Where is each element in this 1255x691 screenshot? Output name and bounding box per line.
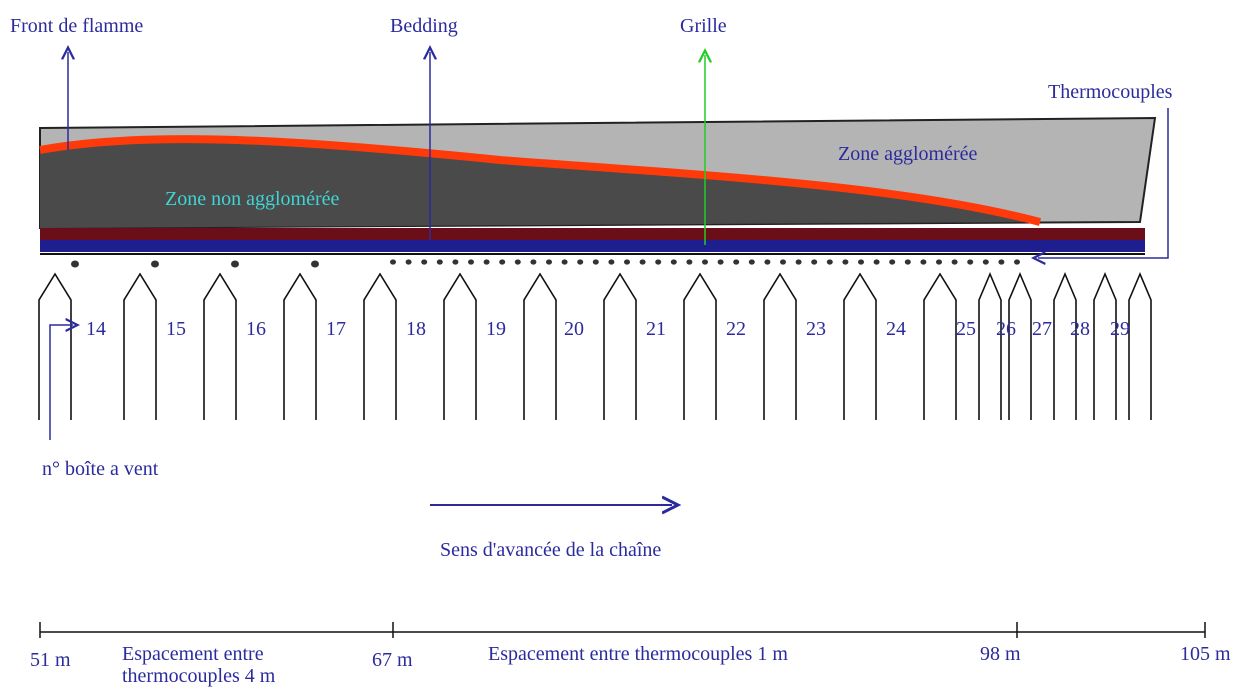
dot bbox=[421, 259, 428, 265]
windbox-number: 25 bbox=[956, 318, 976, 340]
dot bbox=[889, 259, 896, 265]
windbox-number: 15 bbox=[166, 318, 186, 340]
windbox bbox=[1093, 271, 1117, 420]
windbox-number: 24 bbox=[886, 318, 906, 340]
dot bbox=[499, 259, 506, 265]
windbox bbox=[283, 272, 317, 420]
windbox-number: 19 bbox=[486, 318, 506, 340]
dot bbox=[904, 259, 911, 265]
dot bbox=[967, 259, 974, 265]
windbox-number: 23 bbox=[806, 318, 826, 340]
dot bbox=[686, 259, 693, 265]
dot bbox=[858, 259, 864, 265]
dot bbox=[826, 259, 833, 265]
dot bbox=[920, 259, 927, 265]
dot bbox=[951, 259, 958, 265]
windbox-number: 16 bbox=[246, 318, 266, 340]
windbox-number: 22 bbox=[726, 318, 746, 340]
windbox bbox=[763, 272, 797, 420]
windbox bbox=[523, 272, 557, 420]
dot bbox=[546, 259, 552, 265]
scale-label: 105 m bbox=[1180, 643, 1231, 665]
label: Zone non agglomérée bbox=[165, 188, 339, 210]
windbox bbox=[1008, 271, 1032, 420]
dot bbox=[873, 259, 880, 265]
dot bbox=[71, 260, 79, 268]
windbox bbox=[38, 272, 72, 420]
dot bbox=[733, 259, 740, 265]
windbox-number: 17 bbox=[326, 318, 346, 340]
dot bbox=[998, 259, 1005, 265]
windbox-number: 14 bbox=[86, 318, 106, 340]
dot bbox=[1014, 259, 1020, 265]
windbox bbox=[843, 272, 877, 420]
label: Sens d'avancée de la chaîne bbox=[440, 539, 661, 561]
label: Grille bbox=[680, 15, 727, 37]
dot bbox=[151, 260, 159, 268]
windbox bbox=[1053, 271, 1077, 420]
thermocouple-dots bbox=[71, 259, 1020, 268]
scale-caption: thermocouples 4 m bbox=[122, 665, 276, 687]
dot bbox=[561, 259, 568, 265]
windbox bbox=[603, 272, 637, 420]
dot bbox=[231, 260, 239, 268]
label: Bedding bbox=[390, 15, 458, 37]
windbox bbox=[683, 272, 717, 420]
dot bbox=[748, 259, 755, 265]
windbox bbox=[123, 272, 157, 420]
windbox bbox=[443, 272, 477, 420]
windbox-number: 26 bbox=[996, 318, 1016, 340]
scale bbox=[39, 622, 1206, 638]
label: n° boîte a vent bbox=[42, 458, 159, 480]
dot bbox=[842, 259, 849, 265]
dot bbox=[655, 259, 662, 265]
dot bbox=[483, 259, 490, 265]
dot bbox=[577, 259, 584, 265]
label: Front de flamme bbox=[10, 15, 143, 37]
scale-label: 51 m bbox=[30, 649, 71, 671]
windbox bbox=[1128, 271, 1152, 420]
dot bbox=[592, 259, 599, 265]
dot bbox=[514, 259, 521, 265]
windbox bbox=[203, 272, 237, 420]
dot bbox=[624, 259, 630, 265]
windbox bbox=[363, 272, 397, 420]
windboxes bbox=[38, 271, 1152, 420]
windbox-number: 29 bbox=[1110, 318, 1130, 340]
windbox-number: 27 bbox=[1032, 318, 1052, 340]
scale-label: 67 m bbox=[372, 649, 413, 671]
scale-caption: Espacement entre thermocouples 1 m bbox=[488, 643, 788, 665]
windbox bbox=[978, 271, 1002, 420]
windbox-number: 21 bbox=[646, 318, 666, 340]
dot bbox=[311, 260, 319, 268]
label: Zone agglomérée bbox=[838, 143, 977, 165]
arrows bbox=[49, 52, 1169, 505]
windbox-number: 18 bbox=[406, 318, 426, 340]
dot bbox=[795, 259, 802, 265]
scale-label: 98 m bbox=[980, 643, 1021, 665]
dot bbox=[982, 259, 989, 265]
windbox bbox=[923, 272, 957, 420]
dot bbox=[436, 259, 443, 265]
windbox-number: 20 bbox=[564, 318, 584, 340]
dot bbox=[405, 259, 412, 265]
dot bbox=[390, 259, 396, 265]
bed-layers bbox=[39, 116, 1157, 255]
dot bbox=[670, 259, 677, 265]
dot bbox=[639, 259, 646, 265]
dot bbox=[936, 259, 942, 265]
windbox-number: 28 bbox=[1070, 318, 1090, 340]
dot bbox=[717, 259, 724, 265]
dot bbox=[608, 259, 615, 265]
dot bbox=[702, 259, 708, 265]
dot bbox=[764, 259, 771, 265]
dot bbox=[811, 259, 818, 265]
scale-caption: Espacement entre bbox=[122, 643, 264, 665]
dot bbox=[452, 259, 459, 265]
dot bbox=[780, 259, 786, 265]
dot bbox=[530, 259, 537, 265]
label: Thermocouples bbox=[1048, 81, 1173, 103]
dot bbox=[468, 259, 474, 265]
